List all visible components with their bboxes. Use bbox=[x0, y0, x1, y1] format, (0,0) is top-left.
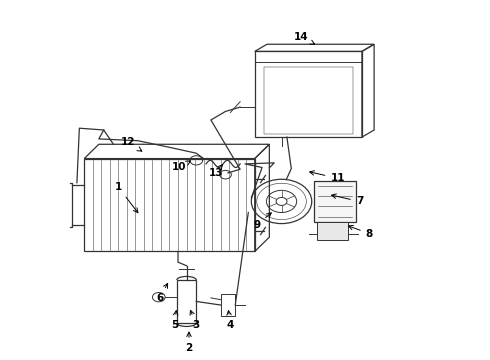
Text: 12: 12 bbox=[121, 138, 142, 151]
Bar bbox=[264, 67, 353, 134]
Text: 1: 1 bbox=[115, 182, 138, 213]
Text: 10: 10 bbox=[172, 161, 191, 172]
Text: 14: 14 bbox=[294, 32, 315, 44]
Bar bbox=[314, 181, 356, 222]
Text: 11: 11 bbox=[310, 171, 345, 183]
Bar bbox=[177, 280, 196, 323]
Text: 5: 5 bbox=[171, 311, 178, 330]
Text: 2: 2 bbox=[185, 332, 193, 353]
Text: 4: 4 bbox=[227, 311, 234, 330]
Bar bbox=[255, 51, 362, 137]
Text: 9: 9 bbox=[254, 213, 271, 230]
Bar bbox=[317, 222, 348, 240]
Text: 13: 13 bbox=[209, 165, 223, 178]
Text: 6: 6 bbox=[156, 283, 168, 303]
Bar bbox=[220, 294, 235, 316]
Text: 8: 8 bbox=[348, 225, 373, 239]
Text: 3: 3 bbox=[190, 310, 200, 330]
Text: 7: 7 bbox=[332, 194, 363, 206]
